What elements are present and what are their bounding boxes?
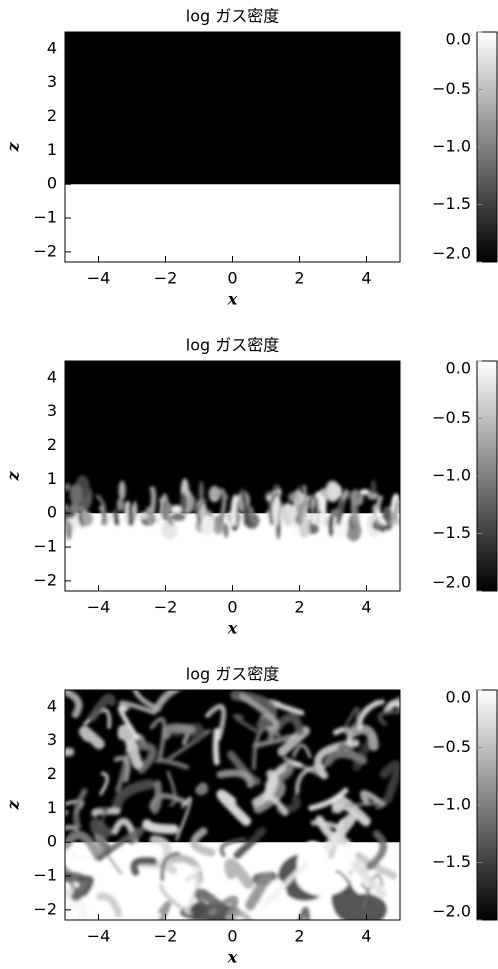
panel: log ガス密度 −4 −2 0 2 4 −2 −1 0 1 2 3 4 x z 0.0 −0.5 −1.0 −1.… (4, 665, 498, 967)
colorbar-tick-label: −2.0 (432, 902, 471, 921)
y-tick-label: −2 (33, 570, 57, 589)
y-tick-label: 0 (47, 503, 57, 522)
y-axis-label: z (4, 471, 23, 482)
x-tick-label: 4 (361, 269, 371, 288)
x-tick-label: 0 (227, 269, 237, 288)
y-tick-label: 3 (47, 401, 57, 420)
y-tick-label: 3 (47, 730, 57, 749)
y-tick-label: −1 (33, 537, 57, 556)
colorbar-tick-label: 0.0 (446, 30, 471, 49)
x-tick-label: 2 (294, 927, 304, 946)
colorbar-tick-label: −1.5 (432, 523, 471, 542)
colorbar-tick-label: −1.0 (432, 137, 471, 156)
x-tick-label: −4 (87, 598, 111, 617)
panel: log ガス密度 −4 −2 0 2 4 −2 −1 0 1 2 3 4 x z 0.0 −0.5 −1.0 −1.… (4, 7, 498, 309)
y-tick-label: 1 (47, 798, 57, 817)
x-axis-label: x (227, 290, 238, 309)
chart-title: log ガス密度 (186, 7, 279, 26)
y-tick-label: −2 (33, 241, 57, 260)
colorbar-tick-label: 0.0 (446, 688, 471, 707)
y-tick-label: 4 (47, 38, 57, 57)
colorbar-tick-label: 0.0 (446, 359, 471, 378)
colorbar-tick-label: −1.5 (432, 194, 471, 213)
x-tick-label: 0 (227, 598, 237, 617)
chart-title: log ガス密度 (186, 336, 279, 355)
x-tick-label: −2 (154, 269, 178, 288)
panel: log ガス密度 −4 −2 0 2 4 −2 −1 0 1 2 3 4 x z 0.0 −0.5 −1.0 −1.… (4, 336, 498, 638)
y-tick-label: −1 (33, 866, 57, 885)
colorbar-tick-label: −2.0 (432, 573, 471, 592)
y-tick-label: 2 (47, 435, 57, 454)
x-tick-label: −4 (87, 927, 111, 946)
x-tick-label: −4 (87, 269, 111, 288)
colorbar-tick-label: −1.5 (432, 852, 471, 871)
y-tick-label: 2 (47, 106, 57, 125)
x-tick-label: 0 (227, 927, 237, 946)
x-tick-label: 2 (294, 269, 304, 288)
y-tick-label: 4 (47, 367, 57, 386)
density-image (65, 361, 400, 591)
colorbar-tick-label: −0.5 (432, 408, 471, 427)
y-tick-label: −1 (33, 208, 57, 227)
colorbar-tick-label: −0.5 (432, 737, 471, 756)
colorbar-tick-label: −0.5 (432, 79, 471, 98)
x-tick-label: 4 (361, 927, 371, 946)
x-tick-label: −2 (154, 598, 178, 617)
x-axis-label: x (227, 619, 238, 638)
x-tick-label: 2 (294, 598, 304, 617)
x-tick-label: −2 (154, 927, 178, 946)
colorbar-tick-label: −1.0 (432, 466, 471, 485)
x-tick-label: 4 (361, 598, 371, 617)
y-tick-label: 3 (47, 72, 57, 91)
y-axis-label: z (4, 142, 23, 153)
chart-title: log ガス密度 (186, 665, 279, 684)
colorbar-tick-label: −2.0 (432, 244, 471, 263)
y-tick-label: 0 (47, 174, 57, 193)
y-tick-label: 4 (47, 696, 57, 715)
colorbar-tick-label: −1.0 (432, 795, 471, 814)
y-tick-label: 1 (47, 469, 57, 488)
y-tick-label: 1 (47, 140, 57, 159)
y-tick-label: −2 (33, 899, 57, 918)
y-axis-label: z (4, 800, 23, 811)
y-tick-label: 2 (47, 764, 57, 783)
density-image (65, 32, 400, 262)
density-image (65, 690, 400, 920)
x-axis-label: x (227, 948, 238, 967)
y-tick-label: 0 (47, 832, 57, 851)
